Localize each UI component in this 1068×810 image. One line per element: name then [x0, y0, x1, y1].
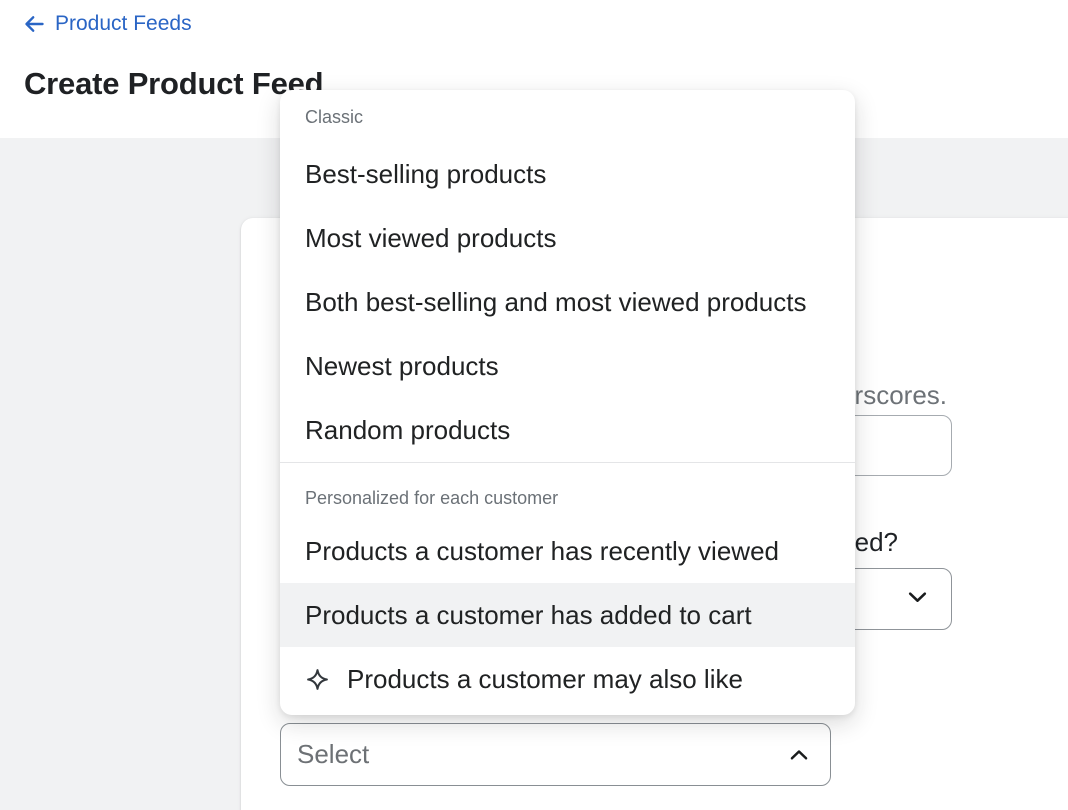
product-source-select[interactable]: Select — [280, 723, 831, 786]
menu-option[interactable]: Both best-selling and most viewed produc… — [280, 270, 855, 334]
menu-option-label: Products a customer has recently viewed — [305, 535, 779, 566]
menu-option-label: Products a customer has added to cart — [305, 599, 752, 630]
page-title: Create Product Feed — [24, 66, 324, 101]
menu-option[interactable]: Newest products — [280, 334, 855, 398]
select-placeholder: Select — [297, 739, 370, 769]
menu-group: Personalized for each customer Products … — [280, 462, 855, 711]
back-link-label: Product Feeds — [55, 12, 192, 35]
menu-option-label: Both best-selling and most viewed produc… — [305, 286, 807, 317]
menu-option-label: Best-selling products — [305, 158, 547, 189]
menu-option[interactable]: Random products — [280, 398, 855, 462]
menu-group-options: Products a customer has recently viewed … — [280, 519, 855, 711]
chevron-down-icon — [904, 583, 931, 615]
back-link[interactable]: Product Feeds — [22, 12, 192, 36]
back-arrow-icon — [22, 12, 46, 36]
sparkle-icon — [305, 667, 330, 692]
chevron-up-icon — [786, 742, 830, 768]
menu-option-label: Most viewed products — [305, 222, 557, 253]
menu-option[interactable]: Products a customer may also like — [280, 647, 855, 711]
product-source-popover: Classic Best-selling products Most viewe… — [280, 90, 855, 715]
menu-option-label: Random products — [305, 414, 511, 445]
menu-option[interactable]: Products a customer has added to cart — [280, 583, 855, 647]
menu-option-label: Products a customer may also like — [347, 663, 743, 694]
menu-option-label: Newest products — [305, 350, 499, 381]
menu-option[interactable]: Products a customer has recently viewed — [280, 519, 855, 583]
menu-group-label: Classic — [305, 107, 364, 127]
menu-group: Classic Best-selling products Most viewe… — [280, 96, 855, 462]
menu-group-label: Personalized for each customer — [305, 488, 559, 508]
menu-option[interactable]: Best-selling products — [280, 142, 855, 206]
option-menu: Classic Best-selling products Most viewe… — [280, 96, 855, 711]
field-question-label: ed? — [854, 527, 898, 557]
menu-option[interactable]: Most viewed products — [280, 206, 855, 270]
field-helper-text: erscores. — [840, 380, 947, 410]
menu-group-options: Best-selling products Most viewed produc… — [280, 142, 855, 462]
